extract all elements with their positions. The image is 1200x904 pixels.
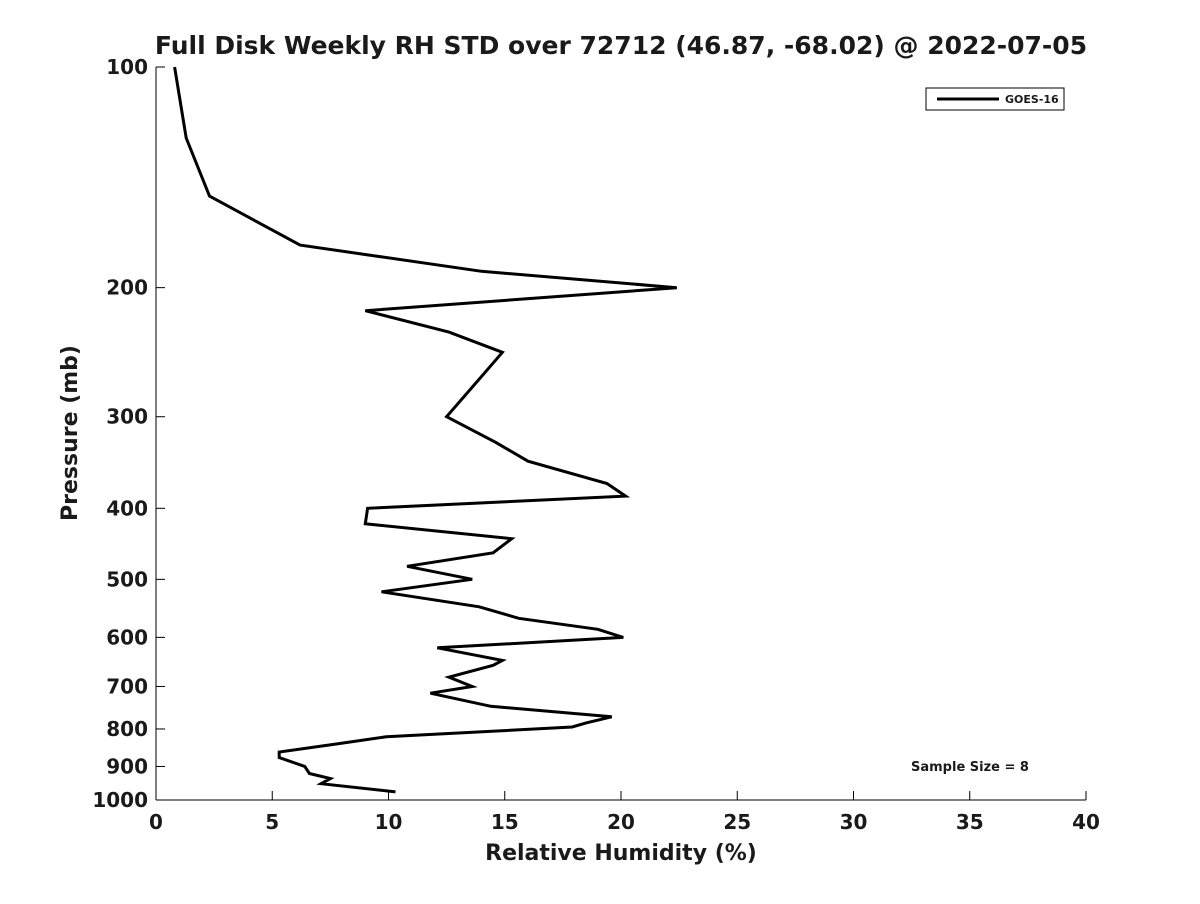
y-tick-label: 900 [106,754,148,778]
y-axis-label: Pressure (mb) [58,345,83,521]
y-tick-label: 100 [106,55,148,79]
y-tick-label: 500 [106,567,148,591]
x-tick-label: 0 [149,810,163,834]
y-tick-label: 700 [106,674,148,698]
y-tick-label: 200 [106,276,148,300]
x-axis-label: Relative Humidity (%) [485,841,757,866]
x-tick-label: 10 [375,810,403,834]
legend: GOES-16 [926,88,1064,110]
legend-entry: GOES-16 [1005,93,1059,106]
x-tick-label: 5 [265,810,279,834]
y-tick-label: 300 [106,405,148,429]
y-tick-label: 600 [106,625,148,649]
y-tick-label: 800 [106,717,148,741]
x-tick-label: 30 [840,810,868,834]
x-tick-label: 20 [607,810,635,834]
chart-title: Full Disk Weekly RH STD over 72712 (46.8… [155,31,1087,60]
x-tick-label: 40 [1072,810,1100,834]
x-tick-label: 25 [723,810,751,834]
sample-size-annotation: Sample Size = 8 [911,760,1029,775]
y-tick-label: 1000 [92,788,148,812]
x-tick-label: 35 [956,810,984,834]
y-tick-label: 400 [106,496,148,520]
x-tick-label: 15 [491,810,519,834]
